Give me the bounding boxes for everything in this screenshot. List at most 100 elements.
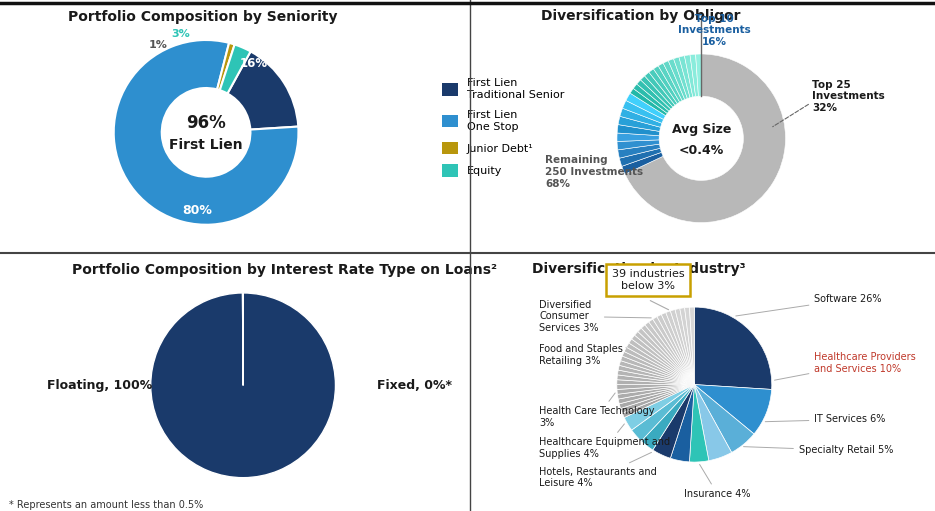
- Text: Portfolio Composition by Seniority: Portfolio Composition by Seniority: [67, 10, 337, 24]
- Wedge shape: [632, 385, 695, 441]
- Text: Food and Staples
Retailing 3%: Food and Staples Retailing 3%: [539, 344, 626, 366]
- Wedge shape: [645, 322, 695, 385]
- Wedge shape: [654, 66, 680, 104]
- Text: 3%: 3%: [171, 30, 190, 39]
- Wedge shape: [670, 385, 695, 462]
- Wedge shape: [695, 385, 754, 452]
- Text: Portfolio Composition by Interest Rate Type on Loans²: Portfolio Composition by Interest Rate T…: [72, 263, 497, 277]
- Wedge shape: [679, 56, 693, 98]
- Wedge shape: [617, 133, 659, 142]
- Wedge shape: [695, 385, 771, 434]
- Text: Hotels, Restaurants and
Leisure 4%: Hotels, Restaurants and Leisure 4%: [539, 452, 657, 489]
- Wedge shape: [640, 76, 673, 109]
- Wedge shape: [619, 361, 695, 385]
- Wedge shape: [618, 117, 660, 131]
- Wedge shape: [621, 356, 695, 385]
- Wedge shape: [618, 144, 660, 158]
- Text: Specialty Retail 5%: Specialty Retail 5%: [743, 446, 893, 455]
- Text: 39 industries
below 3%: 39 industries below 3%: [611, 269, 684, 291]
- Text: Fixed, 0%*: Fixed, 0%*: [377, 379, 452, 392]
- Wedge shape: [620, 108, 662, 127]
- Wedge shape: [623, 101, 664, 123]
- Wedge shape: [690, 54, 698, 97]
- Wedge shape: [635, 332, 695, 385]
- Text: IT Services 6%: IT Services 6%: [765, 414, 885, 425]
- Text: 1%: 1%: [149, 40, 167, 50]
- Wedge shape: [644, 72, 675, 107]
- Text: * Represents an amount less than 0.5%: * Represents an amount less than 0.5%: [9, 500, 204, 510]
- Wedge shape: [617, 380, 695, 385]
- Text: Diversification by Obligor: Diversification by Obligor: [541, 9, 741, 24]
- Wedge shape: [649, 69, 677, 105]
- Wedge shape: [695, 385, 731, 461]
- Wedge shape: [618, 365, 695, 385]
- Wedge shape: [675, 309, 695, 385]
- Wedge shape: [622, 152, 663, 174]
- Wedge shape: [151, 293, 336, 478]
- Text: Diversified
Consumer
Services 3%: Diversified Consumer Services 3%: [539, 300, 652, 333]
- Text: Top 25
Investments
32%: Top 25 Investments 32%: [813, 80, 885, 113]
- Wedge shape: [619, 385, 695, 408]
- Wedge shape: [626, 93, 666, 120]
- Wedge shape: [617, 370, 695, 385]
- Wedge shape: [623, 352, 695, 385]
- Text: Avg Size: Avg Size: [671, 123, 731, 136]
- Text: First Lien: First Lien: [169, 138, 243, 152]
- Wedge shape: [689, 385, 709, 462]
- Text: Health Care Technology
3%: Health Care Technology 3%: [539, 393, 654, 428]
- Wedge shape: [670, 310, 695, 385]
- Wedge shape: [227, 52, 298, 130]
- Wedge shape: [680, 308, 695, 385]
- Wedge shape: [661, 313, 695, 385]
- Text: Healthcare Providers
and Services 10%: Healthcare Providers and Services 10%: [774, 352, 916, 380]
- Wedge shape: [638, 328, 695, 385]
- Wedge shape: [617, 385, 695, 394]
- Wedge shape: [684, 55, 696, 97]
- Wedge shape: [653, 385, 695, 458]
- Wedge shape: [641, 385, 695, 450]
- Wedge shape: [657, 314, 695, 385]
- Text: Healthcare Equipment and
Supplies 4%: Healthcare Equipment and Supplies 4%: [539, 424, 670, 459]
- Wedge shape: [626, 343, 695, 385]
- Wedge shape: [617, 385, 695, 399]
- Wedge shape: [669, 59, 687, 100]
- Wedge shape: [689, 307, 695, 385]
- Wedge shape: [632, 335, 695, 385]
- Wedge shape: [633, 84, 669, 113]
- Wedge shape: [649, 319, 695, 385]
- Wedge shape: [617, 140, 659, 150]
- Wedge shape: [658, 63, 683, 102]
- Wedge shape: [653, 317, 695, 385]
- Wedge shape: [625, 54, 785, 223]
- Text: Diversification by Industry³: Diversification by Industry³: [532, 262, 745, 276]
- Wedge shape: [663, 61, 684, 101]
- Text: 16%: 16%: [240, 57, 268, 69]
- Wedge shape: [695, 307, 771, 389]
- Wedge shape: [625, 347, 695, 385]
- Wedge shape: [619, 148, 662, 167]
- Text: <0.4%: <0.4%: [679, 145, 724, 157]
- Wedge shape: [217, 43, 235, 90]
- Wedge shape: [630, 88, 668, 115]
- Text: 96%: 96%: [186, 114, 226, 132]
- Wedge shape: [641, 325, 695, 385]
- Wedge shape: [114, 40, 298, 225]
- Wedge shape: [637, 80, 671, 111]
- Wedge shape: [618, 385, 695, 404]
- Wedge shape: [220, 44, 251, 94]
- Wedge shape: [623, 385, 695, 417]
- Wedge shape: [673, 57, 690, 99]
- Legend: First Lien
Traditional Senior, First Lien
One Stop, Junior Debt¹, Equity: First Lien Traditional Senior, First Lie…: [442, 78, 564, 177]
- Text: Remaining
250 Investments
68%: Remaining 250 Investments 68%: [545, 155, 643, 189]
- Text: Software 26%: Software 26%: [736, 294, 882, 316]
- Wedge shape: [621, 385, 695, 413]
- Wedge shape: [696, 54, 701, 96]
- Wedge shape: [629, 339, 695, 385]
- Text: Insurance 4%: Insurance 4%: [684, 464, 751, 499]
- Wedge shape: [617, 375, 695, 385]
- Wedge shape: [625, 385, 695, 430]
- Wedge shape: [666, 311, 695, 385]
- Text: Floating, 100%: Floating, 100%: [48, 379, 152, 392]
- Text: 80%: 80%: [182, 204, 212, 217]
- Wedge shape: [617, 125, 660, 135]
